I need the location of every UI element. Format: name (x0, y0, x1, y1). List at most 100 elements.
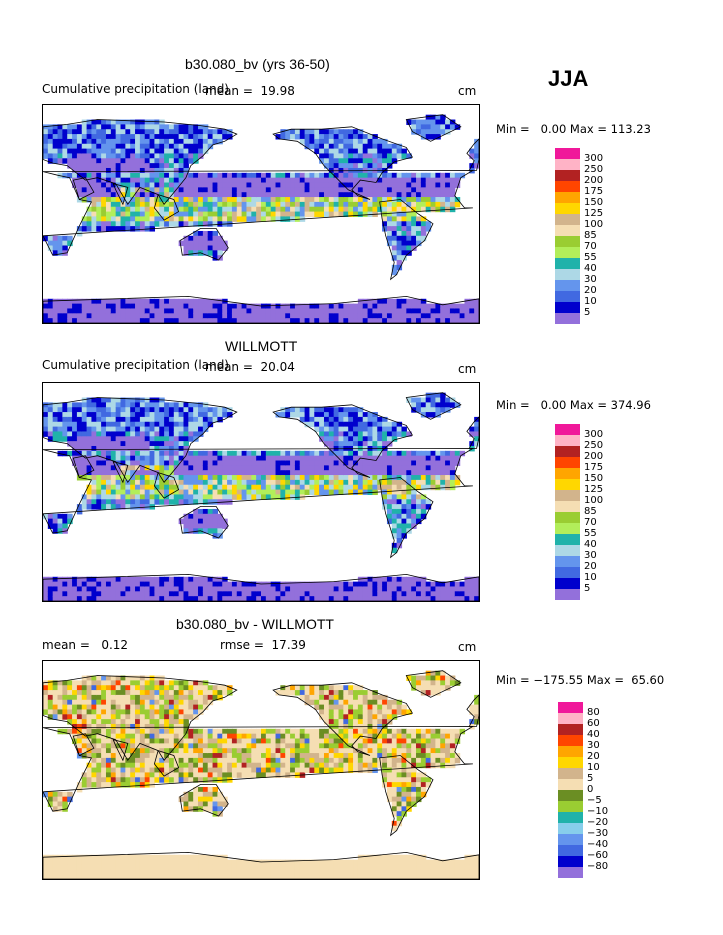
map-cell (135, 436, 141, 442)
map-cell (212, 470, 218, 476)
map-cell (193, 494, 199, 500)
map-cell (357, 407, 364, 413)
map-cell (105, 216, 112, 222)
map-cell (178, 719, 185, 725)
map-cell (207, 460, 214, 466)
map-cell (251, 738, 257, 744)
colorbar-label: 20 (584, 561, 597, 572)
map-cell (348, 153, 354, 159)
map-cell (294, 182, 301, 188)
map-cell (212, 533, 218, 539)
map-cell (62, 680, 68, 686)
map-cell (62, 704, 68, 711)
map-cell (159, 216, 165, 222)
map-cell (193, 859, 199, 866)
map-cell (149, 138, 156, 145)
map-cell (280, 197, 286, 203)
map-cell (47, 801, 54, 807)
map-cell (120, 596, 126, 601)
map-cell (139, 704, 146, 711)
map-cell (168, 172, 175, 179)
map-cell (256, 757, 262, 764)
map-cell (212, 211, 218, 218)
map-cell (96, 753, 102, 759)
map-cell (52, 129, 59, 135)
map-cell (372, 416, 378, 423)
map-cell (449, 177, 456, 184)
map-cell (173, 407, 180, 413)
map-cell (183, 148, 189, 155)
map-cell (333, 596, 340, 601)
map-cell (43, 129, 49, 135)
map-cell (265, 211, 272, 218)
map-cell (343, 455, 349, 462)
map-cell (323, 129, 330, 135)
map-cell (299, 470, 306, 476)
map-cell (105, 869, 112, 875)
map-cell (183, 869, 189, 875)
map-cell (159, 484, 165, 491)
map-cell (357, 489, 364, 496)
map-cell (227, 767, 233, 774)
map-cell (164, 148, 170, 155)
map-cell (183, 874, 189, 879)
map-cell (309, 187, 315, 193)
map-cell (270, 470, 277, 476)
map-cell (411, 450, 417, 457)
map-cell (47, 134, 54, 140)
map-cell (115, 489, 122, 496)
map-cell (173, 450, 180, 457)
map-cell (149, 738, 156, 744)
map-cell (270, 465, 277, 471)
map-cell (309, 211, 315, 218)
map-cell (290, 484, 296, 491)
map-cell (52, 699, 59, 706)
map-cell (130, 138, 136, 145)
map-cell (139, 714, 146, 720)
map-cell (43, 148, 49, 155)
map-cell (285, 313, 291, 319)
map-cell (86, 484, 93, 491)
map-cell (120, 690, 126, 696)
map-cell (183, 221, 189, 227)
map-cell (406, 177, 412, 184)
map-cell (222, 859, 228, 866)
map-cell (275, 201, 281, 208)
map-cell (193, 518, 199, 525)
map-cell (105, 777, 112, 783)
map-cell (110, 864, 117, 870)
map-cell (120, 412, 126, 418)
map-cell (173, 298, 180, 305)
map-cell (304, 182, 311, 188)
map-cell (236, 772, 243, 778)
map-cell (416, 318, 422, 323)
map-cell (101, 772, 107, 778)
map-cell (96, 303, 102, 310)
map-cell (164, 479, 170, 486)
map-cell (188, 499, 194, 505)
map-cell (353, 129, 359, 135)
map-cell (411, 308, 417, 314)
map-cell (173, 158, 180, 164)
map-cell (125, 767, 131, 774)
map-cell (47, 426, 54, 433)
map-cell (406, 523, 412, 529)
map-cell (81, 187, 88, 193)
map-cell (396, 450, 403, 457)
map-cell (222, 596, 228, 601)
map-cell (425, 455, 432, 462)
map-cell (159, 869, 165, 875)
map-cell (139, 177, 146, 184)
map-cell (217, 484, 223, 491)
map-cell (396, 508, 403, 515)
map-cell (130, 436, 136, 442)
map-cell (256, 479, 262, 486)
map-cell (67, 591, 73, 597)
colorbar-label: 125 (584, 484, 604, 495)
map-cell (207, 596, 214, 601)
map-cell (411, 508, 417, 515)
map-cell (178, 298, 185, 305)
map-cell (294, 313, 301, 319)
map-cell (391, 484, 398, 491)
map-cell (67, 791, 73, 798)
